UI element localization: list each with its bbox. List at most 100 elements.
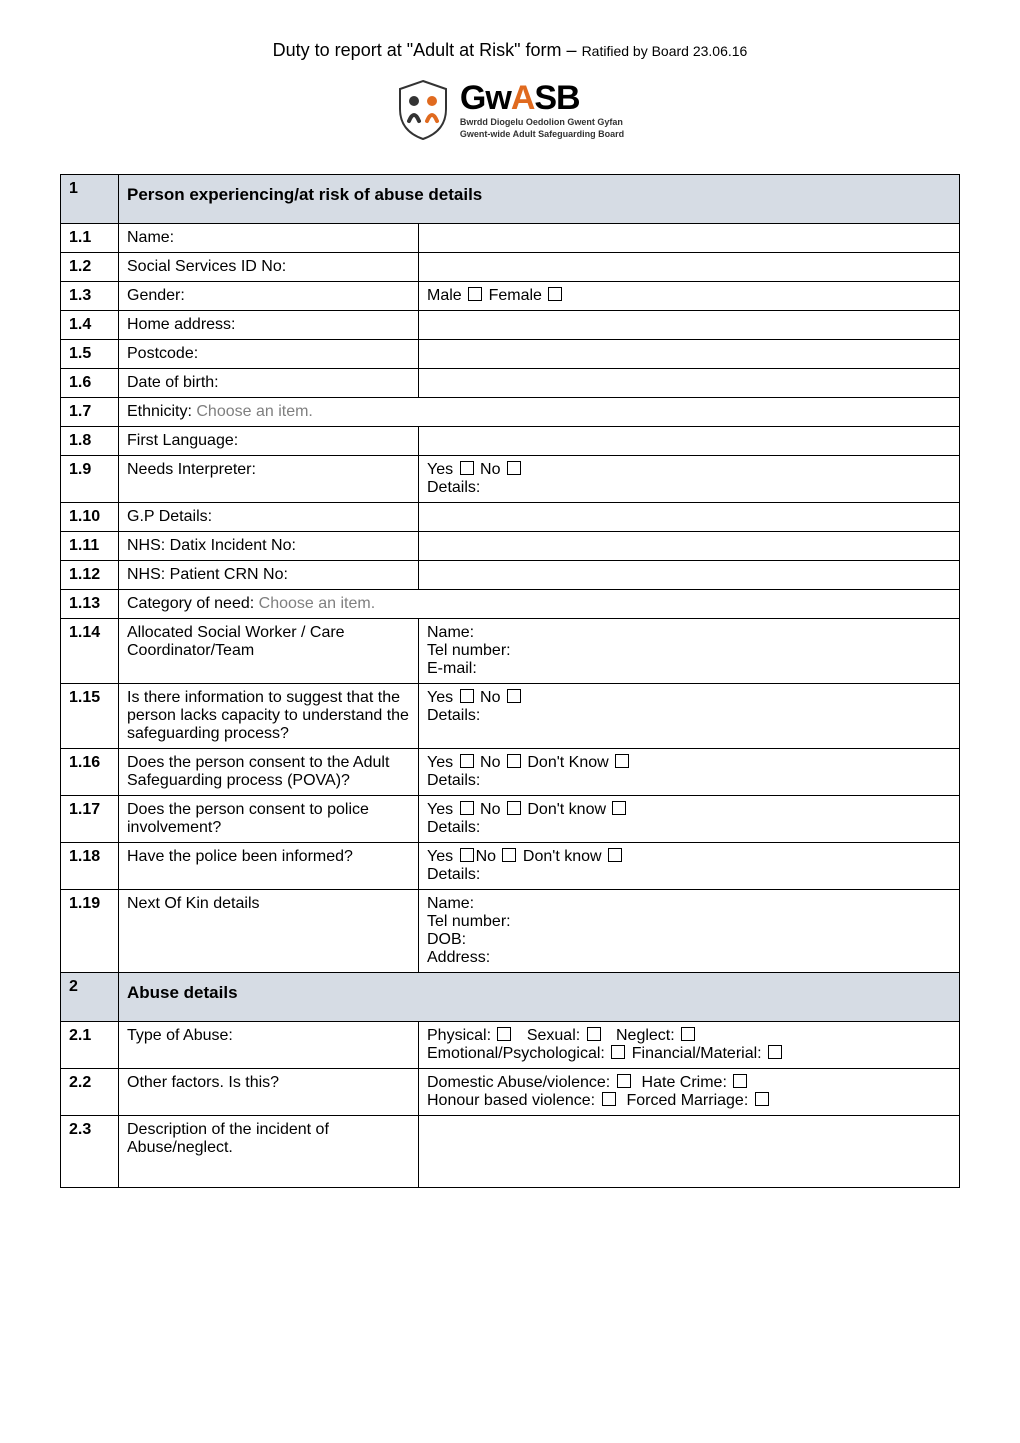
sexual-checkbox[interactable] — [587, 1027, 601, 1041]
label: Social Services ID No: — [119, 253, 419, 282]
value-cell: Yes No Details: — [419, 456, 960, 503]
label: Allocated Social Worker / Care Coordinat… — [119, 619, 419, 684]
no-checkbox[interactable] — [507, 754, 521, 768]
yes-checkbox[interactable] — [460, 848, 474, 862]
label: Gender: — [119, 282, 419, 311]
label: Have the police been informed? — [119, 843, 419, 890]
label: Is there information to suggest that the… — [119, 684, 419, 749]
label: Date of birth: — [119, 369, 419, 398]
row-1-13: 1.13 Category of need: Choose an item. — [61, 590, 960, 619]
value-cell[interactable] — [419, 253, 960, 282]
rownum: 1.3 — [61, 282, 119, 311]
no-checkbox[interactable] — [507, 461, 521, 475]
section-1-num: 1 — [61, 175, 119, 224]
rownum: 1.1 — [61, 224, 119, 253]
row-1-17: 1.17 Does the person consent to police i… — [61, 796, 960, 843]
yes-label: Yes — [427, 689, 453, 706]
row-1-19: 1.19 Next Of Kin details Name: Tel numbe… — [61, 890, 960, 973]
rownum: 1.10 — [61, 503, 119, 532]
value-cell: Name: Tel number: DOB: Address: — [419, 890, 960, 973]
dk-checkbox[interactable] — [608, 848, 622, 862]
yes-checkbox[interactable] — [460, 801, 474, 815]
rownum: 1.19 — [61, 890, 119, 973]
value-cell[interactable] — [419, 561, 960, 590]
row-1-2: 1.2 Social Services ID No: — [61, 253, 960, 282]
row-1-3: 1.3 Gender: Male Female — [61, 282, 960, 311]
rownum: 1.18 — [61, 843, 119, 890]
fin-checkbox[interactable] — [768, 1045, 782, 1059]
title-main: Duty to report at "Adult at Risk" form – — [273, 40, 582, 60]
label-cell: Category of need: Choose an item. — [119, 590, 960, 619]
yes-checkbox[interactable] — [460, 689, 474, 703]
physical-checkbox[interactable] — [497, 1027, 511, 1041]
rownum: 1.11 — [61, 532, 119, 561]
logo-shield-icon — [396, 79, 450, 141]
row-1-6: 1.6 Date of birth: — [61, 369, 960, 398]
label: NHS: Datix Incident No: — [119, 532, 419, 561]
dom-checkbox[interactable] — [617, 1074, 631, 1088]
value-cell: Physical: Sexual: Neglect: Emotional/Psy… — [419, 1022, 960, 1069]
details-label: Details: — [427, 707, 480, 724]
honour-checkbox[interactable] — [602, 1092, 616, 1106]
no-label: No — [480, 461, 500, 478]
dk-checkbox[interactable] — [612, 801, 626, 815]
rownum: 1.7 — [61, 398, 119, 427]
male-checkbox[interactable] — [468, 287, 482, 301]
neglect-checkbox[interactable] — [681, 1027, 695, 1041]
details-label: Details: — [427, 772, 480, 789]
row-1-1: 1.1 Name: — [61, 224, 960, 253]
name-label: Name: — [427, 895, 474, 912]
rownum: 1.4 — [61, 311, 119, 340]
yes-label: Yes — [427, 801, 453, 818]
ethnicity-select-hint[interactable]: Choose an item. — [196, 403, 313, 420]
value-cell[interactable] — [419, 311, 960, 340]
no-checkbox[interactable] — [507, 689, 521, 703]
dom-label: Domestic Abuse/violence: — [427, 1074, 610, 1091]
no-label: No — [480, 754, 500, 771]
dk-label: Don't know — [527, 801, 606, 818]
title-small: Ratified by Board 23.06.16 — [582, 43, 748, 59]
value-cell[interactable] — [419, 532, 960, 561]
details-label: Details: — [427, 866, 480, 883]
section-1-header: 1 Person experiencing/at risk of abuse d… — [61, 175, 960, 224]
value-cell[interactable] — [419, 340, 960, 369]
dob-label: DOB: — [427, 931, 466, 948]
row-1-15: 1.15 Is there information to suggest tha… — [61, 684, 960, 749]
row-1-8: 1.8 First Language: — [61, 427, 960, 456]
dk-checkbox[interactable] — [615, 754, 629, 768]
doc-title: Duty to report at "Adult at Risk" form –… — [60, 40, 960, 61]
logo-main: GwASB — [460, 81, 580, 115]
female-checkbox[interactable] — [548, 287, 562, 301]
value-cell[interactable] — [419, 369, 960, 398]
no-label: No — [480, 801, 500, 818]
label: Name: — [119, 224, 419, 253]
row-1-7: 1.7 Ethnicity: Choose an item. — [61, 398, 960, 427]
value-cell[interactable] — [419, 224, 960, 253]
label-pre: Ethnicity: — [127, 403, 196, 420]
no-checkbox[interactable] — [507, 801, 521, 815]
forced-label: Forced Marriage: — [626, 1092, 748, 1109]
yes-checkbox[interactable] — [460, 461, 474, 475]
value-cell: Domestic Abuse/violence: Hate Crime: Hon… — [419, 1069, 960, 1116]
rownum: 1.13 — [61, 590, 119, 619]
rownum: 1.15 — [61, 684, 119, 749]
forced-checkbox[interactable] — [755, 1092, 769, 1106]
value-cell[interactable] — [419, 427, 960, 456]
category-select-hint[interactable]: Choose an item. — [259, 595, 376, 612]
value-cell[interactable] — [419, 503, 960, 532]
hate-checkbox[interactable] — [733, 1074, 747, 1088]
no-checkbox[interactable] — [502, 848, 516, 862]
emo-checkbox[interactable] — [611, 1045, 625, 1059]
logo-wrap: GwASB Bwrdd Diogelu Oedolion Gwent Gyfan… — [60, 79, 960, 146]
yes-checkbox[interactable] — [460, 754, 474, 768]
row-1-5: 1.5 Postcode: — [61, 340, 960, 369]
row-1-4: 1.4 Home address: — [61, 311, 960, 340]
yes-label: Yes — [427, 848, 453, 865]
label: G.P Details: — [119, 503, 419, 532]
honour-label: Honour based violence: — [427, 1092, 595, 1109]
tel-label: Tel number: — [427, 642, 511, 659]
value-cell: Yes No Don't know Details: — [419, 796, 960, 843]
female-label: Female — [489, 287, 542, 304]
value-cell[interactable] — [419, 1116, 960, 1188]
section-2-num: 2 — [61, 973, 119, 1022]
